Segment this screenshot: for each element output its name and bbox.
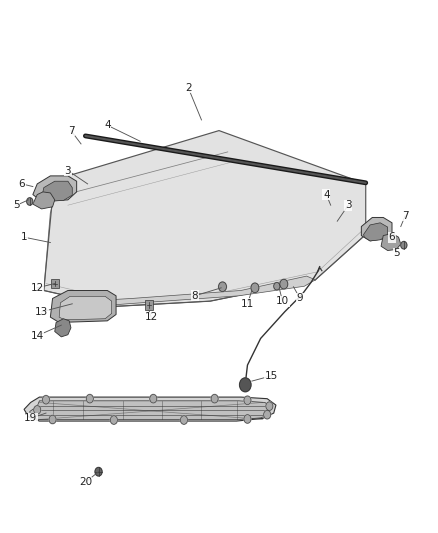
Polygon shape <box>33 176 77 201</box>
Circle shape <box>251 283 259 293</box>
Text: 10: 10 <box>276 296 289 306</box>
Text: 2: 2 <box>185 83 192 93</box>
Text: 20: 20 <box>79 478 92 487</box>
Polygon shape <box>81 276 315 308</box>
Circle shape <box>95 467 102 476</box>
Circle shape <box>240 378 251 392</box>
Polygon shape <box>381 233 401 251</box>
Circle shape <box>280 279 288 289</box>
Text: 8: 8 <box>191 291 198 301</box>
Circle shape <box>274 282 280 290</box>
Circle shape <box>49 415 56 424</box>
Bar <box>145 300 153 310</box>
Circle shape <box>150 394 157 403</box>
Circle shape <box>27 198 33 205</box>
Circle shape <box>86 394 93 403</box>
Polygon shape <box>33 192 55 209</box>
Bar <box>51 279 59 288</box>
Text: 12: 12 <box>145 312 158 322</box>
Polygon shape <box>24 397 276 421</box>
Circle shape <box>211 394 218 403</box>
Text: 6: 6 <box>389 232 396 242</box>
Text: 7: 7 <box>402 211 409 221</box>
Polygon shape <box>59 296 112 320</box>
Text: 3: 3 <box>64 166 71 175</box>
Circle shape <box>42 395 49 404</box>
Polygon shape <box>42 181 72 201</box>
Text: 5: 5 <box>13 200 20 210</box>
Circle shape <box>34 406 41 414</box>
Polygon shape <box>55 319 71 337</box>
Polygon shape <box>30 401 271 419</box>
Text: 5: 5 <box>393 248 400 258</box>
Polygon shape <box>364 223 388 241</box>
Text: 3: 3 <box>345 200 352 210</box>
Text: 19: 19 <box>24 414 37 423</box>
Circle shape <box>110 416 117 424</box>
Circle shape <box>219 282 226 292</box>
Polygon shape <box>50 290 116 322</box>
Text: 6: 6 <box>18 179 25 189</box>
Polygon shape <box>44 131 366 306</box>
Text: 4: 4 <box>323 190 330 199</box>
Text: 13: 13 <box>35 307 48 317</box>
Circle shape <box>244 396 251 405</box>
Text: 4: 4 <box>104 120 111 130</box>
Text: 14: 14 <box>31 331 44 341</box>
Text: 15: 15 <box>265 371 278 381</box>
Text: 7: 7 <box>67 126 74 135</box>
Circle shape <box>266 402 273 410</box>
Text: 9: 9 <box>297 294 304 303</box>
Text: 1: 1 <box>21 232 28 242</box>
Circle shape <box>244 415 251 423</box>
Circle shape <box>264 410 271 419</box>
Polygon shape <box>361 217 392 241</box>
Circle shape <box>401 241 407 249</box>
Circle shape <box>180 416 187 424</box>
Text: 12: 12 <box>31 283 44 293</box>
Text: 11: 11 <box>241 299 254 309</box>
